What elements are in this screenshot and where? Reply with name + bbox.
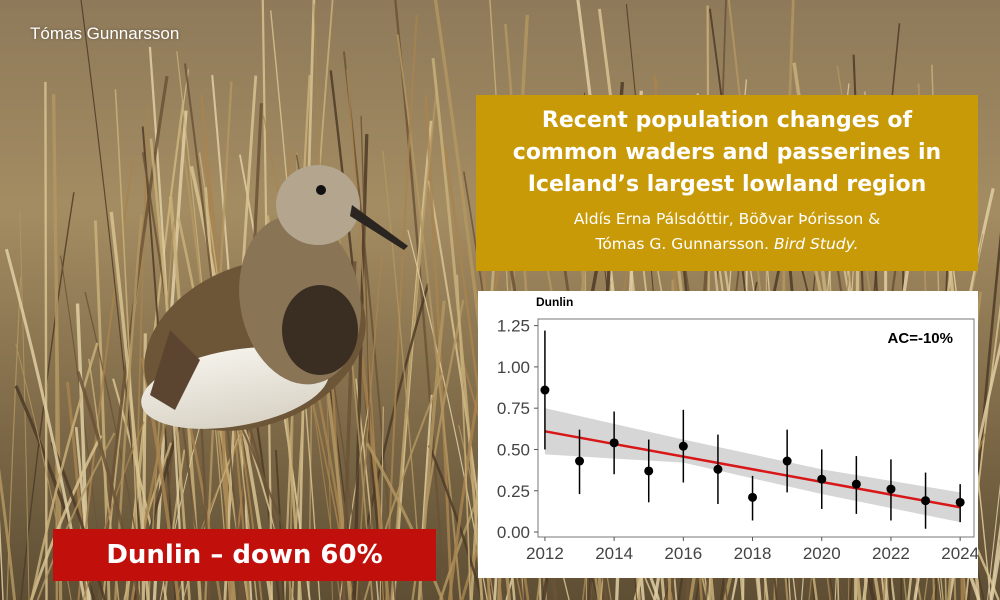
grass-blade <box>989 540 1000 600</box>
x-tick-label: 2012 <box>526 544 564 563</box>
grass-blade <box>29 434 103 600</box>
grass-blade <box>987 482 1000 600</box>
journal-name: Bird Study. <box>773 235 859 253</box>
title-box: Recent population changes of common wade… <box>476 95 978 271</box>
x-tick-label: 2018 <box>734 544 772 563</box>
grass-blade <box>989 522 1000 600</box>
title-line: common waders and passerines in <box>512 140 942 165</box>
authors-line: Aldís Erna Pálsdóttir, Böðvar Þórisson & <box>573 210 881 228</box>
data-point <box>644 466 654 476</box>
grass-blade <box>396 34 462 600</box>
title-line: Recent population changes of <box>541 108 913 133</box>
x-tick-label: 2020 <box>803 544 841 563</box>
data-point <box>575 456 585 466</box>
y-tick-label: 0.75 <box>497 399 530 418</box>
data-point <box>921 496 931 506</box>
y-tick-label: 0.50 <box>497 440 530 459</box>
population-chart: Dunlin AC=-10% 0.00 0.25 0.50 0.75 1.00 1.25 201… <box>497 295 979 563</box>
grass-blade <box>0 518 4 600</box>
chart-title: Dunlin <box>536 295 573 309</box>
grass-blade <box>80 0 147 600</box>
grass-blade <box>456 274 472 600</box>
data-point <box>678 441 688 451</box>
data-point <box>748 492 758 502</box>
data-point <box>886 484 896 494</box>
data-point <box>955 497 965 507</box>
authors: Aldís Erna Pálsdóttir, Böðvar Þórisson &… <box>486 207 968 257</box>
authors-line-2: Tómas G. Gunnarsson. <box>595 235 770 253</box>
article-title: Recent population changes of common wade… <box>492 105 962 201</box>
chart-annotation: AC=-10% <box>888 330 953 347</box>
data-point <box>851 479 861 489</box>
x-tick-label: 2022 <box>872 544 910 563</box>
chart-panel: Dunlin AC=-10% 0.00 0.25 0.50 0.75 1.00 1.25 201… <box>478 291 979 578</box>
grass-blade <box>275 449 285 600</box>
grass-blade <box>6 277 22 600</box>
dunlin-bird <box>141 165 408 431</box>
data-point <box>540 385 550 395</box>
data-point <box>713 464 723 474</box>
grass-blade <box>0 467 17 600</box>
decline-badge: Dunlin – down 60% <box>53 529 436 581</box>
y-tick-label: 1.25 <box>497 317 530 336</box>
grass-blade <box>30 342 99 600</box>
y-tick-label: 0.00 <box>497 523 530 542</box>
grass-blade <box>20 192 75 600</box>
grass-blade <box>365 442 444 600</box>
y-tick-label: 1.00 <box>497 358 530 377</box>
data-point <box>817 474 827 484</box>
authors-line: Tómas G. Gunnarsson. Bird Study. <box>486 232 968 257</box>
y-tick-label: 0.25 <box>497 482 530 501</box>
title-line: Iceland’s largest lowland region <box>527 172 927 197</box>
x-tick-label: 2016 <box>664 544 702 563</box>
grass-blade <box>97 75 169 600</box>
photo-credit: Tómas Gunnarsson <box>30 24 180 43</box>
x-tick-label: 2024 <box>941 544 978 563</box>
grass-blade <box>44 81 48 600</box>
x-tick-label: 2014 <box>595 544 633 563</box>
grass-blade <box>163 449 186 600</box>
data-point <box>782 456 792 466</box>
grass-blade <box>50 441 106 600</box>
data-point <box>609 438 619 448</box>
